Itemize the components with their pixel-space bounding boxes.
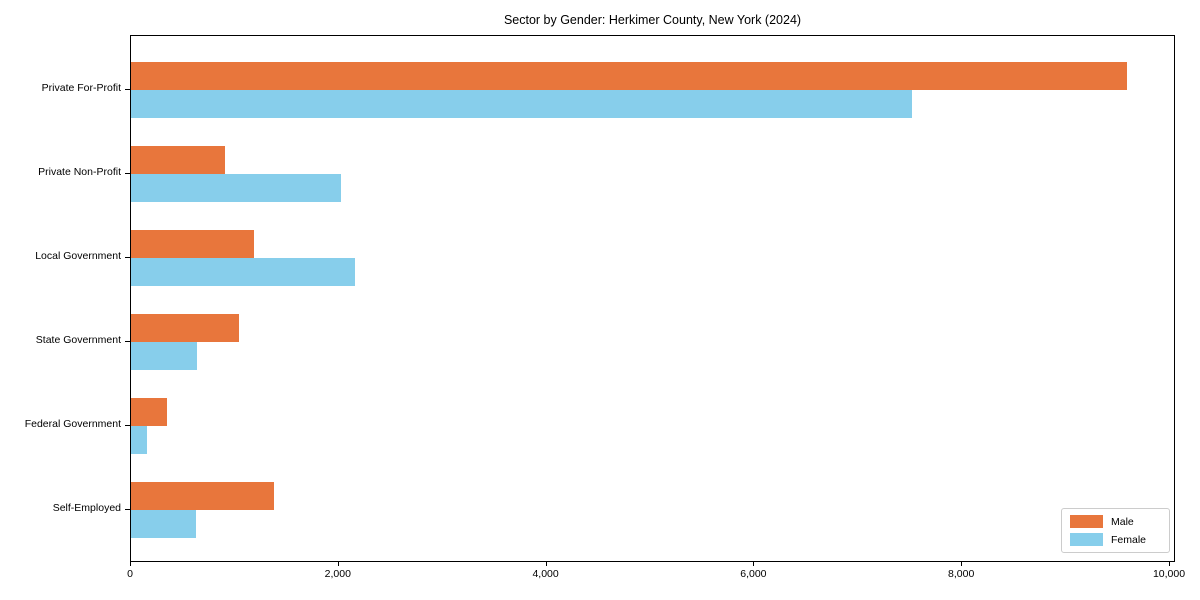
- y-tick-label: Private Non-Profit: [38, 166, 121, 178]
- bar-female-federal-government: [131, 425, 147, 454]
- bar-female-private-non-profit: [131, 173, 341, 202]
- male-legend-swatch: [1069, 515, 1103, 528]
- female-legend-label: Female: [1110, 533, 1146, 546]
- x-tick-label: 6,000: [740, 568, 767, 580]
- y-tick-mark: [125, 424, 130, 426]
- x-tick-mark: [337, 561, 339, 566]
- bar-female-self-employed: [131, 509, 196, 538]
- x-tick-mark: [961, 561, 963, 566]
- x-tick-label: 4,000: [532, 568, 559, 580]
- bar-male-self-employed: [131, 481, 274, 510]
- y-tick-mark: [125, 172, 130, 174]
- legend-row-male: Male: [1069, 515, 1160, 528]
- y-tick-label: Local Government: [35, 250, 121, 262]
- bar-male-private-for-profit: [131, 61, 1127, 90]
- x-tick-label: 0: [127, 568, 133, 580]
- chart-title: Sector by Gender: Herkimer County, New Y…: [503, 13, 802, 27]
- y-tick-label: State Government: [35, 334, 121, 346]
- y-tick-mark: [125, 508, 130, 510]
- bar-female-state-government: [131, 341, 197, 370]
- bar-female-private-for-profit: [131, 89, 912, 118]
- y-tick-mark: [125, 88, 130, 90]
- plot-area: Male Female: [130, 35, 1175, 562]
- x-tick-label: 8,000: [948, 568, 975, 580]
- y-tick-mark: [125, 340, 130, 342]
- y-tick-label: Self-Employed: [52, 502, 121, 514]
- legend: Male Female: [1060, 508, 1170, 553]
- x-tick-label: 10,000: [1152, 568, 1186, 580]
- x-tick-mark: [545, 561, 547, 566]
- x-tick-mark: [130, 561, 131, 566]
- y-tick-mark: [125, 256, 130, 258]
- bar-female-local-government: [131, 257, 355, 286]
- y-tick-label: Private For-Profit: [41, 82, 121, 94]
- legend-row-female: Female: [1069, 533, 1160, 546]
- y-tick-label: Federal Government: [24, 418, 121, 430]
- x-tick-label: 2,000: [324, 568, 351, 580]
- x-tick-mark: [1169, 561, 1170, 566]
- bar-male-federal-government: [131, 397, 167, 426]
- bar-male-private-non-profit: [131, 145, 225, 174]
- bar-male-local-government: [131, 229, 254, 258]
- x-tick-mark: [753, 561, 755, 566]
- female-legend-swatch: [1069, 533, 1103, 546]
- bar-male-state-government: [131, 313, 239, 342]
- male-legend-label: Male: [1110, 515, 1134, 528]
